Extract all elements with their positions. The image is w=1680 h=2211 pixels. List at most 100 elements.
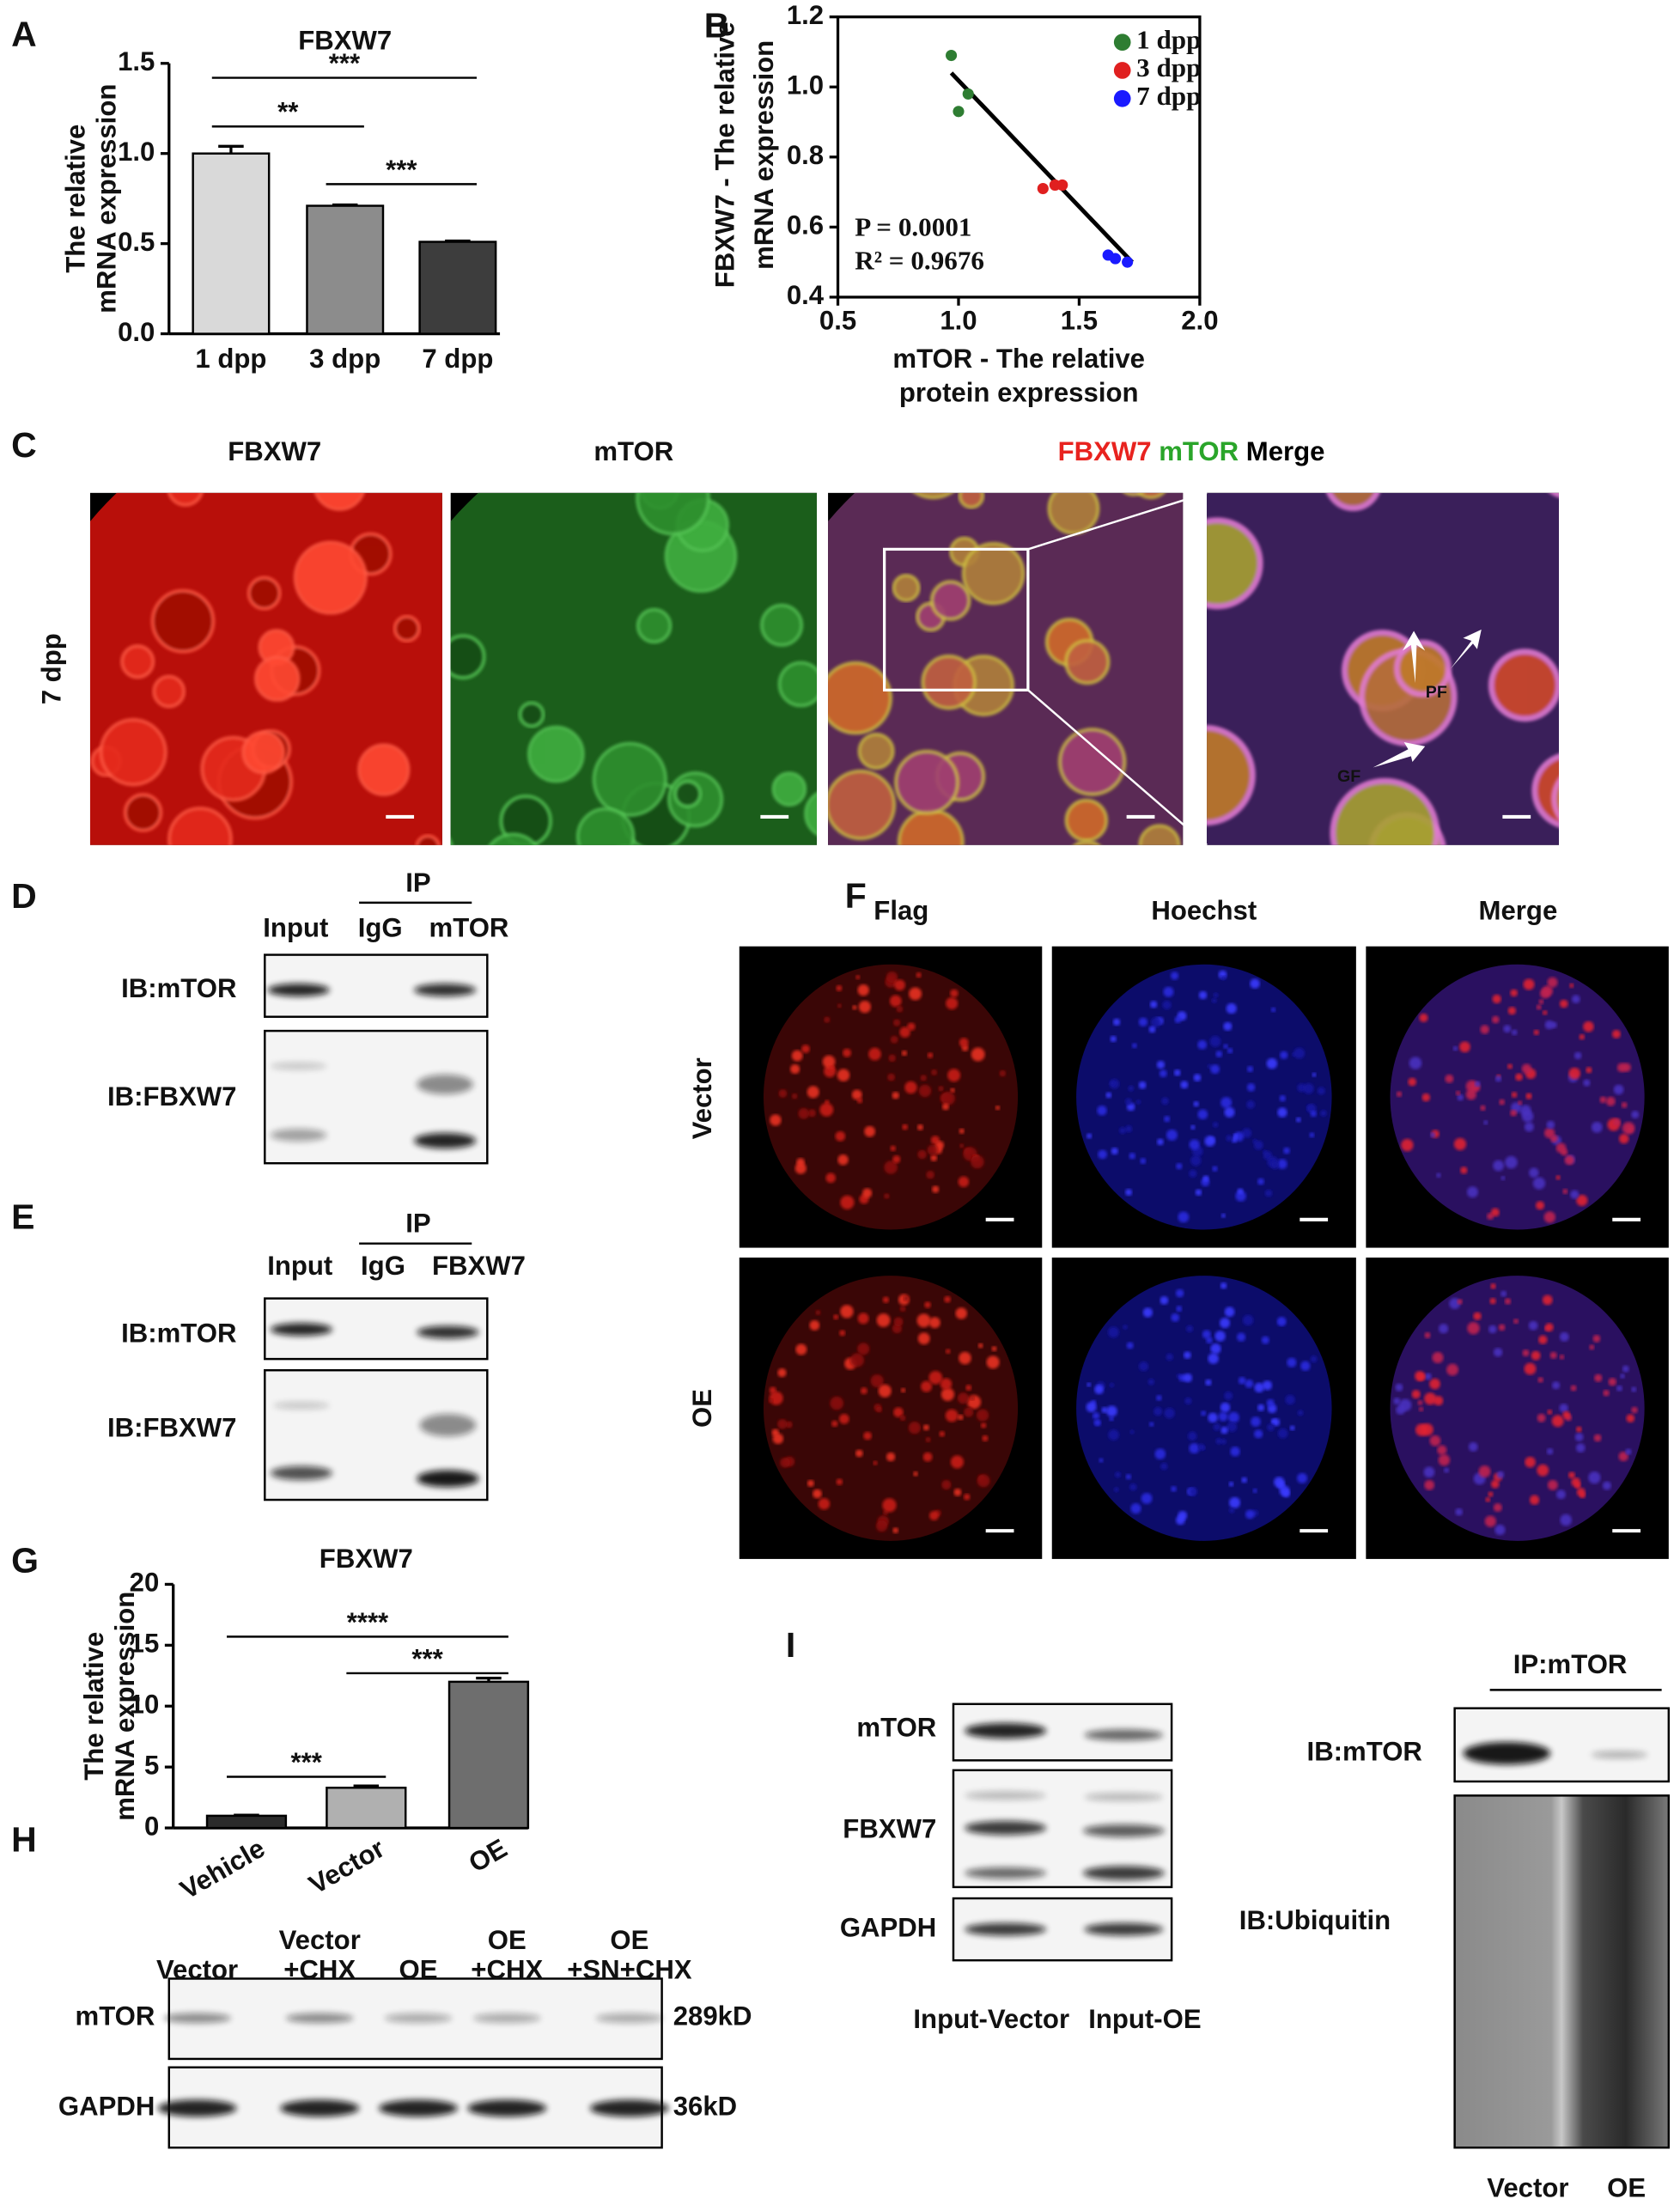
- cell: [884, 1193, 890, 1199]
- cell: [950, 1087, 955, 1093]
- cell: [1123, 492, 1144, 496]
- image-content: [1076, 964, 1332, 1230]
- cell: [1173, 1069, 1181, 1076]
- cell: [450, 634, 486, 679]
- cell: [1110, 1035, 1117, 1043]
- cell: [794, 1162, 807, 1174]
- y-tick-label: 0.6: [787, 210, 824, 241]
- cell: [1480, 1025, 1489, 1034]
- cell: [1571, 995, 1580, 1004]
- cell: [1267, 1423, 1275, 1431]
- cell: [1493, 1348, 1503, 1357]
- cell: [1138, 824, 1181, 845]
- row-label: IB:Ubiquitin: [1239, 1905, 1391, 1935]
- band: [270, 1129, 327, 1142]
- cell: [1128, 1085, 1135, 1092]
- cell: [927, 1052, 934, 1058]
- cell: [1111, 1147, 1118, 1155]
- cell: [777, 1367, 787, 1378]
- cell: [1513, 1319, 1519, 1325]
- cell: [1622, 1365, 1629, 1373]
- row-label: FBXW7: [843, 1814, 936, 1844]
- cell: [1276, 1317, 1287, 1326]
- cell: [1489, 1297, 1496, 1305]
- column-label: OE: [488, 1925, 527, 1955]
- column-label: Vector: [156, 1955, 238, 1985]
- band: [1084, 1793, 1164, 1801]
- cell: [1277, 1159, 1287, 1169]
- cell: [1250, 978, 1260, 989]
- cell: [1631, 1386, 1637, 1392]
- cell: [1498, 1324, 1506, 1331]
- row-label: GAPDH: [58, 2092, 155, 2122]
- cell: [1500, 1290, 1507, 1297]
- cell: [876, 1520, 888, 1532]
- cell: [858, 1000, 872, 1014]
- cell: [1197, 1039, 1208, 1050]
- x-tick-label: 1 dpp: [195, 344, 266, 374]
- cell: [1223, 1044, 1228, 1049]
- cell: [120, 644, 155, 679]
- cell: [1415, 1371, 1426, 1381]
- cell: [1504, 1298, 1512, 1305]
- column-label: Input-OE: [1088, 2004, 1201, 2034]
- cell: [254, 655, 301, 702]
- cell: [999, 1069, 1007, 1077]
- cell: [1264, 1189, 1273, 1197]
- cell: [878, 1384, 892, 1398]
- cell: [886, 1452, 896, 1462]
- cell: [1640, 662, 1680, 737]
- cell: [1109, 1416, 1114, 1422]
- cell: [1326, 492, 1380, 511]
- cell: [1537, 1464, 1549, 1477]
- cell: [946, 997, 959, 1010]
- cell: [1519, 1105, 1531, 1117]
- cell: [1125, 1474, 1132, 1480]
- cell: [770, 1114, 782, 1126]
- band: [270, 1323, 332, 1337]
- cell: [1149, 1001, 1158, 1008]
- cell: [1138, 1361, 1149, 1372]
- cell: [932, 1185, 940, 1193]
- cell: [241, 730, 285, 775]
- cell: [1183, 1351, 1191, 1359]
- band: [417, 1074, 473, 1094]
- cell: [1457, 1093, 1464, 1101]
- cell: [1163, 986, 1174, 997]
- cell: [1493, 1160, 1505, 1172]
- cell: [1160, 1295, 1169, 1305]
- cell: [1583, 1020, 1594, 1032]
- cell: [977, 1343, 983, 1349]
- cell: [1110, 1081, 1116, 1087]
- bar: [192, 152, 271, 335]
- cell: [868, 1047, 881, 1061]
- cell: [991, 1346, 997, 1352]
- cell: [930, 1154, 938, 1161]
- cell: [1436, 1172, 1441, 1178]
- panel-letter: G: [11, 1541, 39, 1581]
- y-tick-label: 1.0: [118, 137, 155, 167]
- cell: [1542, 1010, 1548, 1015]
- cell: [1522, 1349, 1530, 1357]
- cell: [1257, 1404, 1265, 1411]
- cell: [1241, 1128, 1252, 1138]
- cell: [1611, 1029, 1621, 1038]
- cell: [889, 995, 902, 1008]
- cell: [927, 1144, 938, 1155]
- bar: [306, 204, 385, 335]
- cell: [1510, 1109, 1518, 1117]
- cell: [1583, 1079, 1591, 1087]
- column-label: FBXW7: [432, 1251, 526, 1281]
- cell: [1148, 1026, 1156, 1033]
- row-label: IB:FBXW7: [107, 1412, 237, 1442]
- micrograph: [1051, 946, 1356, 1248]
- cell: [1227, 1422, 1238, 1432]
- cell: [1539, 988, 1550, 999]
- cell: [1193, 1100, 1199, 1107]
- cell: [926, 1170, 934, 1179]
- cell: [393, 614, 421, 643]
- legend-label: 1 dpp: [1136, 24, 1201, 54]
- cell: [831, 1420, 838, 1428]
- cell: [1099, 1458, 1104, 1463]
- band: [417, 1470, 479, 1488]
